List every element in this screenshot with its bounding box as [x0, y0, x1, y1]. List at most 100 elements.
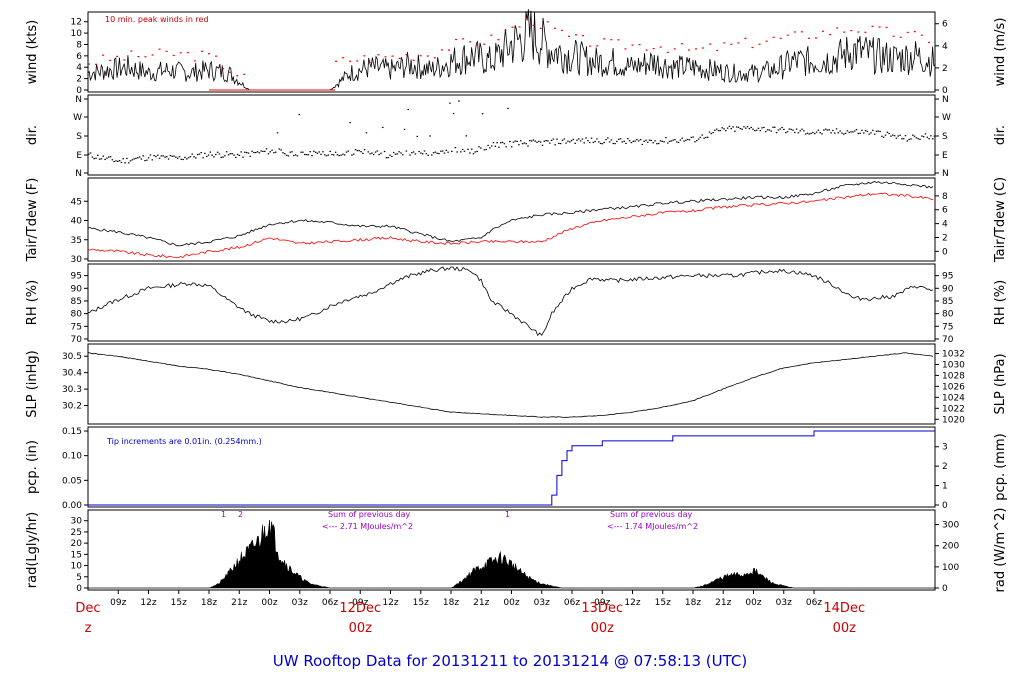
- dir-point: [338, 154, 340, 157]
- dir-point: [576, 139, 578, 141]
- dir-point: [271, 149, 273, 151]
- wind-peak-mark: [116, 55, 119, 57]
- dir-point: [445, 149, 448, 151]
- day-label: 12Dec: [339, 601, 381, 616]
- dir-point: [541, 144, 544, 146]
- dir-point: [550, 139, 553, 142]
- dir-point: [881, 135, 883, 137]
- dir-point: [280, 149, 282, 151]
- wind-peak-mark: [723, 42, 726, 44]
- dir-point: [895, 137, 898, 139]
- dir-point: [155, 155, 157, 158]
- dir-point: [917, 138, 919, 140]
- dir-point: [852, 131, 854, 133]
- dir-point: [311, 155, 313, 157]
- dir-point: [922, 136, 925, 138]
- dir-point: [803, 130, 805, 132]
- dir-point: [521, 143, 524, 145]
- tair-line: [87, 181, 934, 247]
- dir-point: [839, 130, 841, 132]
- wind-peak-mark: [836, 27, 839, 29]
- wind-peak-mark: [864, 31, 867, 33]
- right-tick-label-rh: 80: [942, 310, 954, 320]
- day-label: Dec: [75, 601, 100, 616]
- left-tick-label-temp: 30: [71, 255, 83, 265]
- dir-point: [750, 126, 752, 129]
- time-tick-label: 12z: [624, 598, 640, 608]
- dir-point: [788, 128, 791, 130]
- wind-peak-mark: [624, 48, 627, 50]
- dir-point: [124, 162, 126, 164]
- dir-point: [93, 158, 95, 160]
- dir-point: [659, 140, 662, 142]
- dir-point: [726, 127, 729, 129]
- dir-point: [810, 132, 812, 134]
- dir-point: [227, 154, 230, 156]
- dir-point: [783, 128, 785, 131]
- dir-point: [389, 154, 391, 156]
- dir-point: [668, 140, 671, 143]
- wind-peak-mark: [765, 40, 768, 42]
- wind-peak-note: 10 min. peak winds in red: [105, 15, 209, 24]
- dir-point: [556, 138, 558, 140]
- dir-point: [133, 158, 135, 160]
- dir-point: [496, 142, 498, 144]
- day-hour-label: 00z: [349, 621, 373, 636]
- wind-peak-mark: [631, 44, 634, 46]
- dir-point: [634, 140, 636, 142]
- dir-point: [225, 151, 228, 153]
- dir-point: [703, 137, 705, 139]
- dir-point: [790, 128, 792, 131]
- dir-point: [873, 133, 876, 135]
- dir-point: [307, 154, 310, 156]
- wind-peak-mark: [518, 26, 521, 28]
- dir-point: [774, 126, 776, 128]
- time-tick-label: 15z: [413, 598, 429, 608]
- dir-point: [113, 160, 115, 163]
- dir-point: [146, 159, 148, 161]
- dir-point: [465, 135, 468, 137]
- dir-point: [200, 151, 203, 154]
- dir-point: [387, 157, 389, 159]
- dir-point: [421, 153, 424, 155]
- wind-peak-mark: [617, 39, 620, 41]
- dir-point: [806, 132, 809, 134]
- dir-point: [797, 132, 800, 134]
- dir-point: [605, 139, 607, 141]
- dir-point: [461, 148, 464, 151]
- dir-point: [451, 150, 453, 152]
- dir-point: [472, 153, 475, 155]
- dir-point: [151, 159, 154, 161]
- dir-point: [784, 132, 787, 134]
- dir-point: [347, 150, 350, 152]
- wind-peak-mark: [885, 26, 888, 29]
- dir-point: [436, 152, 438, 154]
- right-tick-label-slp: 1020: [942, 415, 965, 425]
- dir-point: [245, 151, 248, 154]
- wind-peak-mark: [412, 59, 415, 61]
- dir-point: [278, 148, 281, 150]
- right-tick-label-temp: 4: [942, 220, 948, 230]
- radiation-area: [88, 520, 935, 589]
- wind-peak-mark: [384, 56, 387, 58]
- wind-peak-mark: [95, 63, 98, 65]
- dir-point: [561, 139, 564, 141]
- rad-mark-2: 2: [238, 510, 243, 519]
- left-tick-label-temp: 40: [71, 217, 83, 227]
- dir-point: [844, 132, 847, 134]
- dir-point: [247, 152, 250, 154]
- left-axis-label-rad: rad(Lgly/hr): [25, 512, 40, 588]
- dir-point: [149, 154, 152, 156]
- wind-peak-mark: [215, 55, 218, 57]
- dir-point: [117, 160, 119, 162]
- dir-point: [365, 132, 368, 134]
- dir-point: [193, 156, 195, 158]
- dir-point: [859, 132, 861, 134]
- right-tick-label-rad: 300: [942, 521, 959, 531]
- dir-point: [717, 130, 720, 132]
- wind-peak-mark: [603, 38, 606, 40]
- left-tick-label-wind: 2: [76, 75, 82, 85]
- left-tick-label-slp: 30.3: [62, 385, 82, 395]
- dir-point: [420, 152, 422, 154]
- right-tick-label-wind: 4: [942, 42, 948, 52]
